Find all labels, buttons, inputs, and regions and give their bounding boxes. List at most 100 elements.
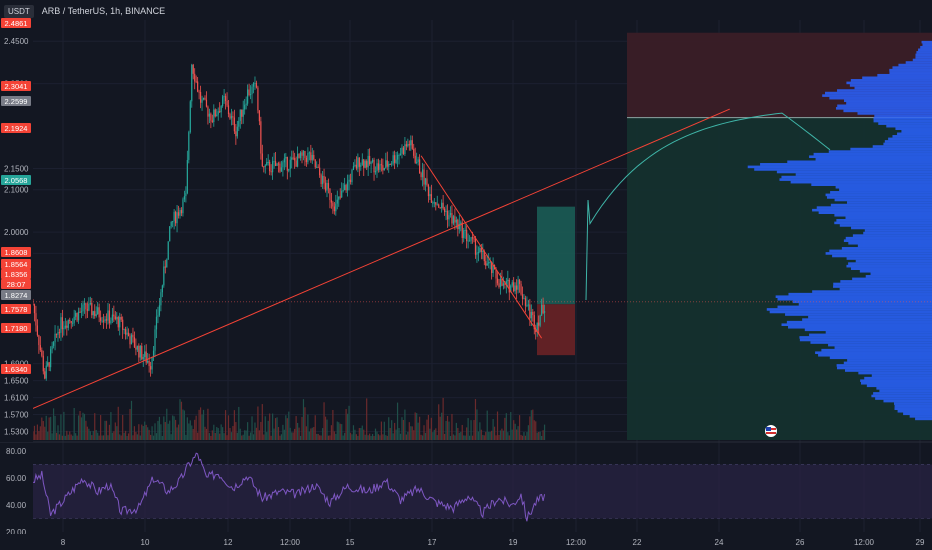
volume-bar	[414, 412, 416, 440]
candle-body	[186, 159, 188, 194]
profile-bar	[866, 384, 932, 388]
volume-bar	[33, 425, 36, 440]
volume-bar	[152, 435, 155, 440]
trendline[interactable]	[420, 155, 543, 339]
candle-body	[120, 317, 122, 320]
volume-bar	[76, 435, 78, 440]
trendlines[interactable]	[28, 108, 932, 411]
profile-bar	[825, 331, 932, 334]
profile-bar	[798, 303, 932, 306]
volume-bar	[267, 420, 269, 440]
volume-bar	[66, 430, 68, 440]
volume-bar	[446, 415, 449, 440]
volume-bar	[302, 399, 305, 440]
candle-body	[526, 305, 528, 307]
volume-bar	[91, 435, 93, 440]
time-axis[interactable]: 8 10 12 12:00 15 17 19 12:00 22 24 26 12:00 29	[0, 534, 932, 550]
candle-body	[113, 314, 115, 317]
candle-body	[339, 196, 341, 198]
candle-body	[125, 329, 127, 335]
candle-body	[205, 99, 208, 107]
volume-bar	[136, 434, 138, 440]
volume-bar	[480, 429, 482, 440]
volume-bar	[235, 422, 237, 440]
volume-bar	[532, 409, 534, 440]
flag-icon[interactable]	[765, 425, 777, 437]
volume-bar	[473, 420, 475, 440]
candle-body	[438, 204, 440, 208]
candle-body	[436, 204, 438, 206]
candle-body	[371, 159, 374, 162]
candle-body	[310, 152, 312, 161]
profile-bar	[788, 325, 932, 329]
profile-bar	[754, 168, 932, 171]
profile-bar	[846, 81, 932, 85]
candle-body	[441, 202, 443, 209]
profile-bar	[909, 415, 932, 418]
profile-bar	[905, 61, 932, 64]
volume-bar	[517, 426, 519, 440]
profile-bar	[795, 173, 932, 176]
candle-body	[366, 161, 368, 168]
volume-bar	[188, 423, 190, 440]
long-position-tool[interactable]	[537, 206, 575, 356]
volume-bar	[391, 420, 393, 440]
candle-body	[345, 184, 347, 191]
candle-body	[454, 216, 456, 223]
volume-bar	[458, 432, 460, 440]
volume-bar	[398, 427, 400, 440]
volume-bar	[435, 428, 437, 440]
volume-bar	[367, 435, 369, 440]
candle-body	[39, 345, 41, 351]
candle-body	[407, 144, 409, 147]
candle-body	[258, 110, 260, 122]
volume-bar	[485, 431, 487, 440]
volume-bar	[92, 430, 94, 440]
candle-body	[183, 196, 186, 200]
candle-body	[346, 181, 349, 191]
trendline[interactable]	[28, 108, 730, 411]
volume-bar	[280, 434, 283, 440]
candle-body	[396, 155, 399, 160]
time-tick-label: 8	[61, 538, 66, 547]
volume-bar	[297, 422, 299, 440]
take-profit-zone[interactable]	[537, 206, 575, 305]
candle-body	[100, 317, 102, 321]
time-tick-label: 12	[224, 538, 233, 547]
candle-body	[64, 325, 66, 328]
candle-body	[357, 157, 359, 169]
candle-body	[361, 159, 363, 165]
profile-bar	[846, 101, 932, 105]
price-label-text: 2.2599	[5, 97, 28, 106]
candle-body	[164, 266, 166, 268]
volume-bar	[464, 435, 466, 440]
symbol-title[interactable]: ARB / TetherUS, 1h, BINANCE	[41, 6, 166, 16]
volume-bar	[73, 407, 75, 440]
volume-bar	[141, 424, 143, 440]
volume-bar	[329, 435, 331, 440]
volume-bar	[238, 406, 240, 440]
candle-body	[299, 152, 302, 159]
candle-body	[327, 183, 330, 189]
candle-body	[282, 162, 284, 168]
candle-body	[72, 322, 74, 324]
currency-badge[interactable]: USDT	[4, 4, 34, 18]
profile-bar	[892, 135, 932, 138]
volume-bar	[61, 435, 63, 440]
volume-bar	[172, 415, 174, 440]
price-tick-label: 1.5700	[4, 411, 29, 420]
candle-body	[529, 304, 531, 319]
candle-body	[516, 285, 518, 290]
rsi-tick-label: 20.00	[6, 528, 27, 537]
volume-bar	[286, 418, 288, 440]
profile-bar	[915, 53, 932, 57]
volume-bar	[57, 425, 59, 440]
profile-bar	[811, 183, 932, 187]
candle-body	[264, 165, 266, 167]
candle-body	[319, 167, 321, 176]
candle-body	[82, 304, 84, 312]
profile-bar	[849, 84, 932, 87]
volume-bar	[174, 419, 177, 440]
